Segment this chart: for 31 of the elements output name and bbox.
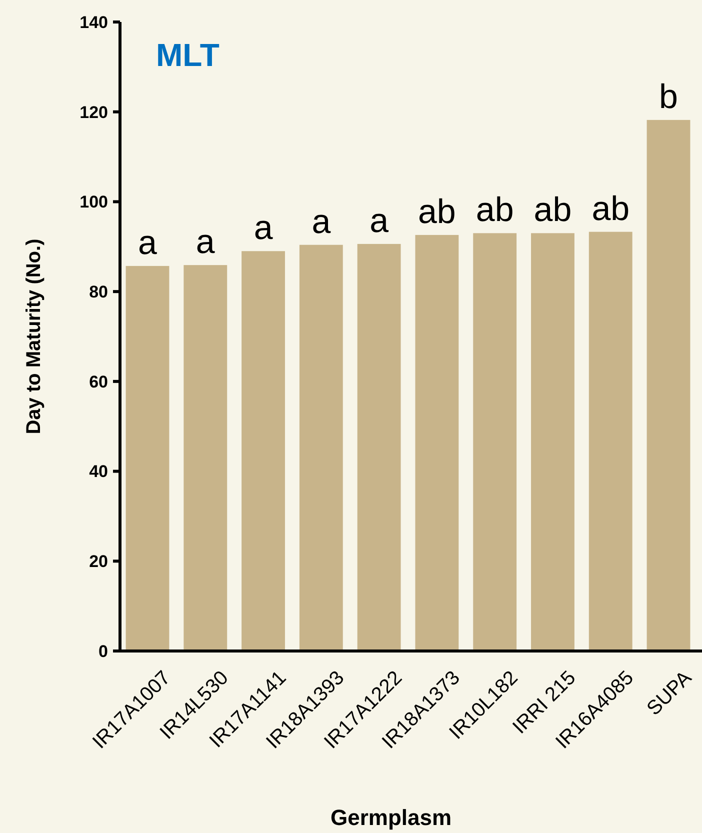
y-tick-label: 140 bbox=[80, 12, 108, 32]
bar bbox=[357, 244, 401, 651]
bar bbox=[473, 233, 517, 651]
data-label: ab bbox=[534, 191, 572, 230]
data-label: a bbox=[138, 224, 158, 262]
y-tick-label: 60 bbox=[89, 372, 108, 392]
y-tick-label: 0 bbox=[98, 642, 108, 661]
data-label: b bbox=[659, 78, 678, 116]
data-label: a bbox=[196, 223, 215, 262]
bar bbox=[126, 266, 170, 651]
bar bbox=[588, 232, 632, 651]
y-axis-title: Day to Maturity (No.) bbox=[23, 238, 45, 434]
data-label: ab bbox=[476, 191, 514, 230]
bar bbox=[531, 233, 574, 651]
y-tick-label: 20 bbox=[89, 552, 108, 572]
y-tick-label: 80 bbox=[89, 282, 108, 302]
y-tick-label: 100 bbox=[80, 192, 108, 212]
data-label: a bbox=[254, 209, 273, 248]
bar bbox=[242, 251, 285, 651]
bar bbox=[299, 244, 343, 651]
y-tick-label: 40 bbox=[89, 462, 108, 482]
x-axis-title: Germplasm bbox=[330, 805, 452, 830]
y-tick-label: 120 bbox=[80, 102, 108, 122]
bar bbox=[646, 120, 690, 651]
data-label: ab bbox=[592, 190, 630, 228]
text: MLT bbox=[156, 37, 220, 73]
bar bbox=[415, 234, 459, 651]
bar bbox=[184, 265, 228, 651]
data-label: a bbox=[312, 202, 331, 241]
data-label: ab bbox=[418, 192, 456, 231]
data-label: a bbox=[370, 202, 389, 240]
